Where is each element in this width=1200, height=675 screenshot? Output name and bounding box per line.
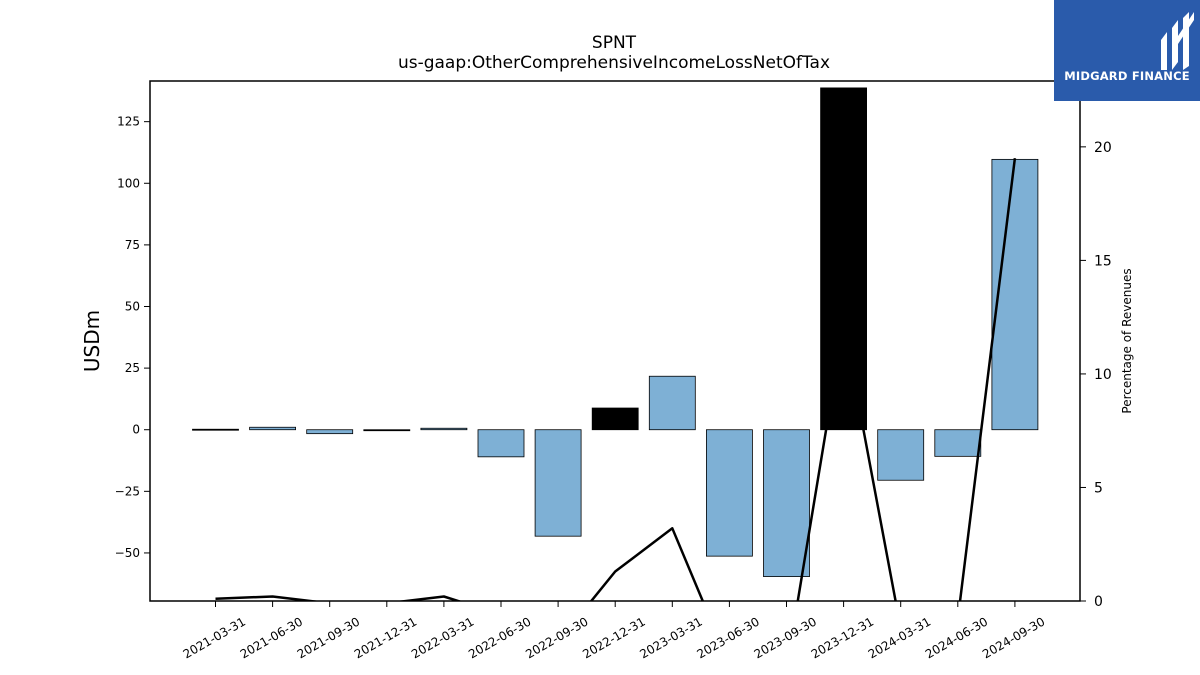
y2-tick-label: 10 [1094, 367, 1112, 383]
bar [591, 407, 639, 431]
y2-tick-label: 15 [1094, 253, 1112, 269]
y-tick-label: −25 [115, 484, 140, 498]
midgard-finance-logo: MIDGARD FINANCE [1054, 0, 1200, 101]
logo-mark-icon [1161, 12, 1194, 70]
x-tick-label: 2023-09-30 [752, 614, 819, 661]
y2-tick-label: 0 [1094, 594, 1103, 610]
x-tick-label: 2022-12-31 [580, 614, 647, 661]
bar [477, 429, 525, 458]
y2-tick-label: 5 [1094, 480, 1103, 496]
x-tick-label: 2021-12-31 [352, 614, 419, 661]
bar [420, 427, 468, 431]
y-tick-label: 100 [117, 176, 140, 190]
y-tick-label: −50 [115, 546, 140, 560]
y-tick-label: 75 [125, 238, 140, 252]
y2-tick-label: 20 [1094, 140, 1112, 156]
x-tick-label: 2023-06-30 [694, 614, 761, 661]
y-tick-label: 25 [125, 361, 140, 375]
plot-frame [149, 80, 1081, 602]
bar [534, 429, 582, 537]
x-tick-label: 2024-06-30 [923, 614, 990, 661]
bar [363, 429, 411, 432]
bar [648, 375, 696, 431]
x-tick-label: 2023-12-31 [809, 614, 876, 661]
bar [706, 429, 753, 557]
ratio-line [215, 158, 1017, 601]
bar [934, 429, 982, 457]
y-tick-label: 0 [132, 423, 140, 437]
logo-text: MIDGARD FINANCE [1064, 69, 1190, 83]
bar [820, 87, 867, 431]
x-tick-label: 2024-03-31 [866, 614, 933, 661]
bar [192, 428, 239, 431]
x-tick-label: 2023-03-31 [637, 614, 704, 661]
x-tick-label: 2022-06-30 [466, 614, 533, 661]
y-tick-label: 50 [125, 299, 140, 313]
x-tick-label: 2022-03-31 [409, 614, 476, 661]
x-tick-label: 2021-03-31 [181, 614, 248, 661]
x-tick-label: 2021-09-30 [295, 614, 362, 661]
chart-title: SPNT [592, 33, 637, 53]
bars-layer [192, 87, 1039, 578]
line-layer [215, 158, 1017, 601]
x-tick-label: 2024-09-30 [980, 614, 1047, 661]
bar [306, 429, 354, 435]
x-tick-label: 2022-09-30 [523, 614, 590, 661]
bar [763, 429, 810, 578]
chart-subtitle: us-gaap:OtherComprehensiveIncomeLossNetO… [398, 53, 830, 73]
y2-axis-label: Percentage of Revenues [1120, 268, 1134, 413]
y-axis-label: USDm [80, 310, 104, 372]
bar [991, 158, 1039, 431]
bar [249, 426, 297, 431]
bar [877, 429, 925, 481]
x-tick-label: 2021-06-30 [238, 614, 305, 661]
y-tick-label: 125 [117, 115, 140, 129]
